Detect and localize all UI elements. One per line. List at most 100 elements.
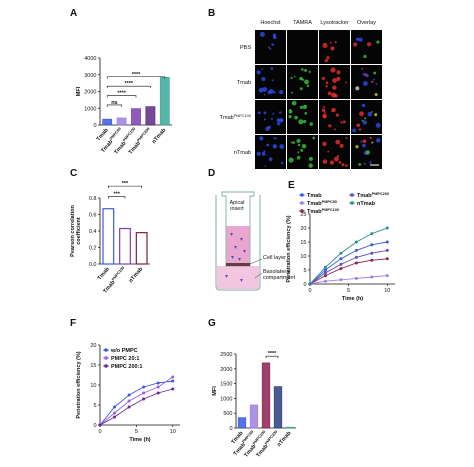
column-header: TAMRA <box>293 20 312 26</box>
micrograph-cell <box>255 135 286 169</box>
cell-signal <box>271 43 275 46</box>
data-point <box>354 248 358 252</box>
data-point <box>113 415 117 419</box>
significance-label: **** <box>268 351 277 357</box>
series-line <box>99 376 173 426</box>
series-line <box>99 380 173 426</box>
cell-signal <box>278 111 282 114</box>
legend-label-base: Tmab <box>307 201 322 207</box>
data-point <box>339 257 343 261</box>
y-tick-label: 500 <box>223 411 232 417</box>
y-axis-label: MFI <box>76 86 82 96</box>
bar <box>116 117 127 126</box>
series-line <box>309 241 388 285</box>
cell-signal <box>325 85 328 88</box>
cell-signal <box>355 145 359 149</box>
legend-label: w/o PMPC <box>110 348 138 354</box>
diagram-label: compartment <box>263 275 296 281</box>
cell-signal <box>290 76 293 80</box>
panel-label: F <box>70 318 76 329</box>
cell-signal <box>369 136 372 140</box>
cell-signal <box>259 136 264 141</box>
cell-signal <box>299 76 303 81</box>
series-line <box>309 275 388 285</box>
cell-signal <box>352 128 357 133</box>
micrograph-cell <box>287 30 318 64</box>
y-tick-label: 0.8 <box>89 196 97 202</box>
significance-bracket <box>265 355 279 359</box>
transwell-diagram <box>215 191 263 291</box>
bar <box>261 362 271 429</box>
row-label-base: PBS <box>240 45 251 51</box>
basolateral-medium <box>217 266 259 289</box>
cell-signal <box>329 41 332 44</box>
cell-signal <box>309 122 314 126</box>
legend-label-base: Tmab <box>357 193 372 199</box>
data-point <box>370 232 374 236</box>
y-tick-label: 0.6 <box>89 213 97 219</box>
cell-signal <box>345 81 347 84</box>
cell-signal <box>358 37 363 42</box>
cell-signal <box>359 111 364 117</box>
cell-signal <box>270 67 274 71</box>
significance-bracket <box>106 95 137 98</box>
cell-signal <box>335 113 340 117</box>
y-tick-label: 2000 <box>84 90 96 96</box>
cell-signal <box>338 160 342 164</box>
cell-signal <box>263 93 266 96</box>
cell-signal <box>332 85 337 90</box>
y-tick-label: 1000 <box>220 396 232 402</box>
x-tick-label: 5 <box>347 288 350 294</box>
y-tick-label: 15 <box>300 240 306 246</box>
cell-signal <box>302 104 307 110</box>
cell-signal <box>297 151 300 154</box>
cell-signal <box>362 81 368 86</box>
data-point <box>171 379 175 383</box>
x-axis-label: Time (h) <box>342 296 363 302</box>
data-point <box>171 375 175 379</box>
legend-label-base: PMPC 20:1 <box>111 356 139 362</box>
y-tick-label: 1500 <box>220 382 232 388</box>
bar <box>119 227 131 265</box>
panel-label: A <box>70 8 77 19</box>
cell-signal <box>267 125 271 129</box>
cell-signal <box>289 108 292 111</box>
y-tick-label: 0.2 <box>89 246 97 252</box>
cell-signal <box>327 150 330 153</box>
cell-signal <box>302 119 307 124</box>
legend-label: nTmab <box>357 201 376 207</box>
legend-label: TmabPMPC100 <box>307 208 339 215</box>
y-tick-label: 25 <box>300 212 306 218</box>
y-tick-label: 0 <box>229 426 232 432</box>
data-point <box>370 251 374 255</box>
row-label: Tmab <box>237 80 251 86</box>
cell-signal <box>321 76 325 80</box>
cell-signal <box>300 148 304 152</box>
cell-signal <box>334 128 337 131</box>
y-tick-label: 2000 <box>220 367 232 373</box>
cell-signal <box>291 100 297 106</box>
cell-signal <box>268 46 271 49</box>
data-point <box>354 240 358 244</box>
significance-label: **** <box>117 91 126 97</box>
cell-signal <box>279 89 284 95</box>
cell-signal <box>336 76 341 82</box>
data-point <box>142 385 146 389</box>
cell-signal <box>269 47 272 50</box>
y-tick-label: 0 <box>93 123 96 129</box>
data-point <box>113 411 117 415</box>
legend-label-sup: PMPC50 <box>322 200 337 204</box>
cell-signal <box>329 160 335 165</box>
cell-signal <box>288 115 292 119</box>
cell-signal <box>257 111 261 115</box>
bar <box>102 208 115 265</box>
series-line <box>99 388 173 426</box>
cell-signal <box>308 163 313 168</box>
cell-signal <box>333 156 339 162</box>
cell-signal <box>268 157 273 162</box>
y-axis-label: Penetration efficiency (%) <box>286 215 292 282</box>
cell-signal <box>272 112 275 115</box>
data-point <box>354 255 358 259</box>
cell-signal <box>294 115 298 120</box>
data-point <box>142 397 146 401</box>
